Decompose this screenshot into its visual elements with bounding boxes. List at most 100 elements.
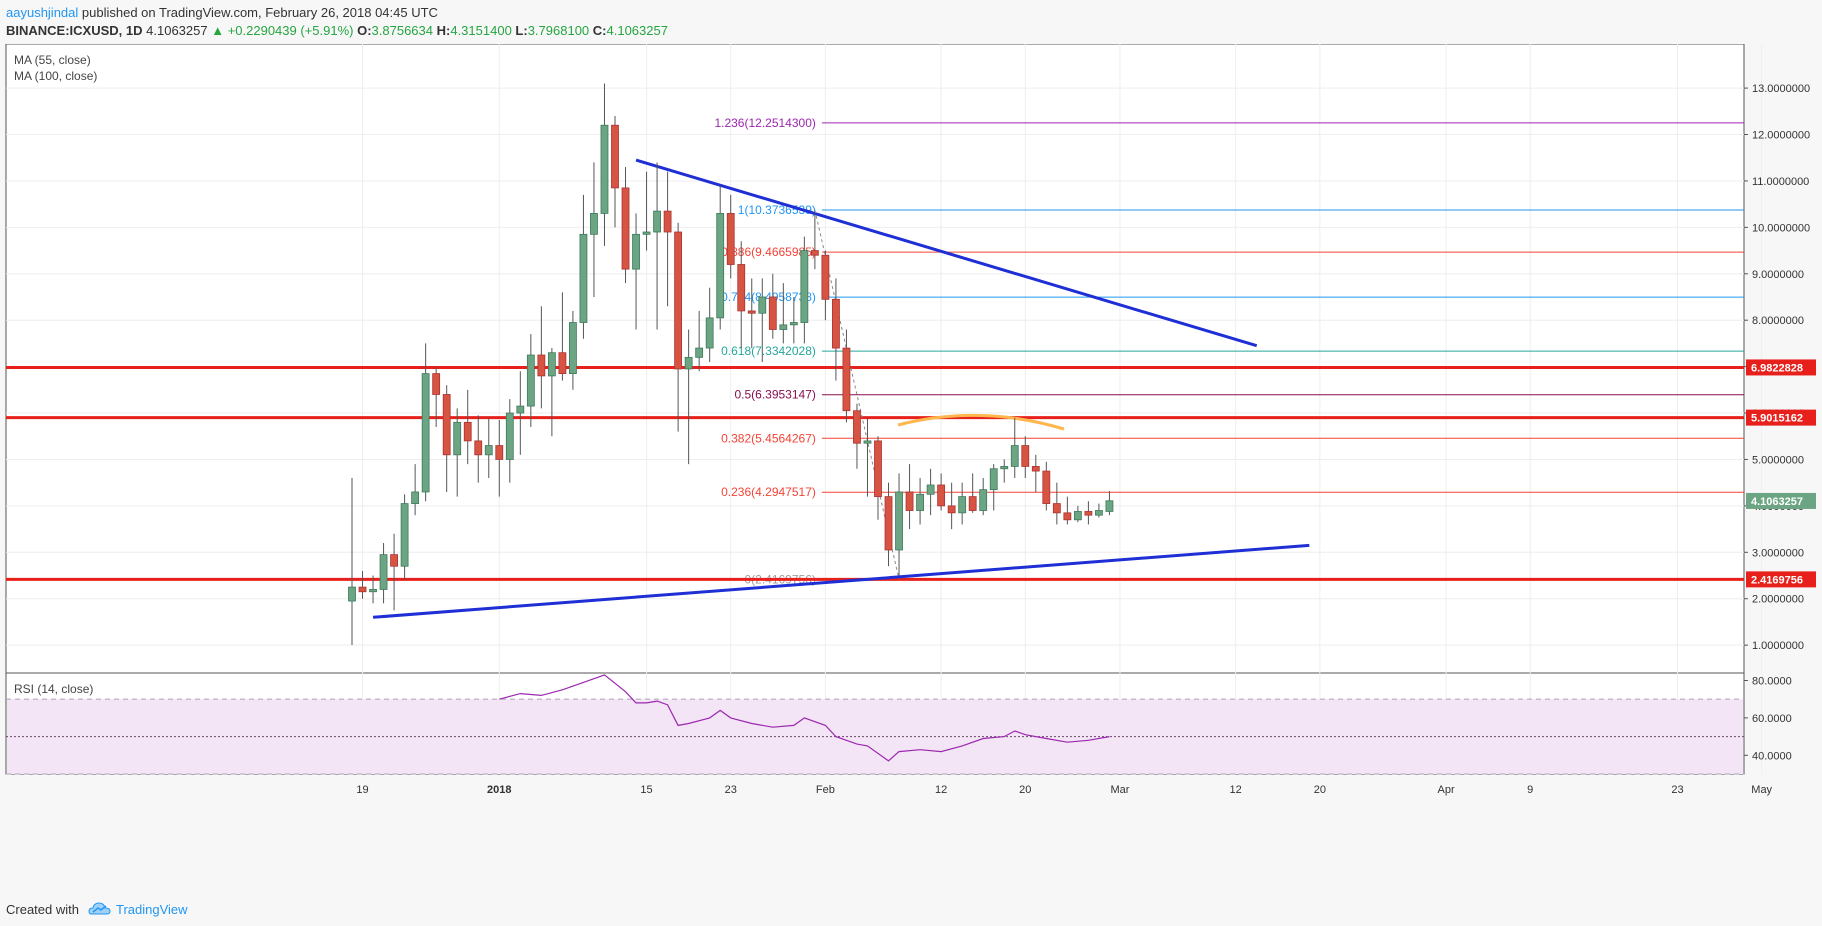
candle-body[interactable] [547, 352, 556, 377]
candle-body[interactable] [989, 468, 998, 491]
author-link[interactable]: aayushjindal [6, 5, 79, 20]
open-value: 3.8756634 [371, 23, 433, 38]
candle-body[interactable] [442, 394, 451, 456]
price-flag-label: 2.4169756 [1751, 574, 1803, 586]
price-tick-label: 10.0000000 [1752, 222, 1810, 234]
trendline[interactable] [635, 158, 1258, 348]
candle-body[interactable] [526, 354, 535, 407]
candle-body[interactable] [884, 496, 893, 551]
candle-body[interactable] [674, 231, 683, 370]
candle-body[interactable] [916, 493, 924, 511]
candle-body[interactable] [895, 491, 903, 551]
candle-body[interactable] [716, 213, 725, 319]
candle-body[interactable] [1042, 470, 1051, 504]
candle-body[interactable] [537, 354, 546, 377]
fib-level-label: 0.618(7.3342028) [721, 344, 816, 358]
candle-body[interactable] [810, 250, 819, 256]
trendlines[interactable] [372, 158, 1310, 619]
candle-body[interactable] [1052, 503, 1061, 514]
candle-body[interactable] [1031, 466, 1040, 472]
candle-body[interactable] [358, 586, 367, 593]
rsi-tick-label: 60.0000 [1752, 713, 1792, 725]
candle-body[interactable] [621, 187, 630, 270]
candle-body[interactable] [379, 554, 388, 590]
candle-body[interactable] [853, 410, 861, 444]
candle-body[interactable] [505, 412, 514, 460]
price-tick-label: 12.0000000 [1752, 130, 1810, 142]
candle-body[interactable] [947, 505, 956, 514]
candle-body[interactable] [1021, 445, 1030, 467]
price-chart[interactable]: 1.236(12.2514300)1(10.3736539)0.886(9.46… [0, 44, 1822, 896]
candle-body[interactable] [874, 440, 882, 498]
candle-body[interactable] [558, 352, 567, 374]
candle-body[interactable] [1073, 511, 1082, 521]
candle-body[interactable] [695, 347, 704, 358]
candle-body[interactable] [958, 496, 967, 514]
candle-body[interactable] [1105, 500, 1114, 512]
candle-body[interactable] [600, 124, 609, 214]
time-tick-label: Apr [1438, 784, 1455, 796]
candle-body[interactable] [800, 250, 809, 323]
candle-body[interactable] [705, 317, 714, 349]
candle-body[interactable] [400, 503, 409, 567]
candle-body[interactable] [684, 356, 693, 370]
candle-body[interactable] [421, 373, 430, 493]
ma55-legend: MA (55, close) [14, 53, 91, 67]
symbol-name[interactable]: BINANCE:ICXUSD, 1D [6, 23, 143, 38]
time-tick-label: 9 [1527, 784, 1533, 796]
low-value: 3.7968100 [527, 23, 590, 38]
candle-body[interactable] [463, 421, 472, 442]
candle-body[interactable] [758, 296, 767, 314]
candle-body[interactable] [979, 489, 988, 511]
trendline[interactable] [372, 543, 1310, 619]
candle-body[interactable] [484, 445, 493, 456]
close-label: C: [592, 23, 607, 38]
candle-body[interactable] [747, 310, 756, 314]
price-flag-label: 5.9015162 [1751, 413, 1803, 425]
candle-body[interactable] [495, 445, 504, 460]
candle-body[interactable] [642, 231, 651, 235]
candle-body[interactable] [968, 496, 977, 511]
candle-body[interactable] [779, 324, 788, 330]
candle-body[interactable] [1063, 512, 1072, 521]
candle-body[interactable] [1084, 511, 1093, 516]
candle-body[interactable] [842, 347, 851, 412]
price-change: ▲ +0.2290439 (+5.91%) [211, 23, 354, 38]
rsi-tick-label: 80.0000 [1752, 675, 1792, 687]
candle-body[interactable] [369, 589, 377, 593]
candle-body[interactable] [768, 296, 777, 330]
tradingview-link[interactable]: TradingView [116, 902, 188, 917]
candle-body[interactable] [516, 405, 525, 414]
candle-body[interactable] [590, 213, 598, 235]
candle-body[interactable] [1095, 510, 1103, 516]
time-tick-label: 20 [1314, 784, 1326, 796]
candle-body[interactable] [579, 233, 588, 323]
candle-body[interactable] [726, 213, 735, 265]
candle-body[interactable] [937, 484, 946, 507]
candle-body[interactable] [632, 233, 640, 270]
candle-body[interactable] [653, 210, 661, 233]
published-text: published on TradingView.com, February 2… [81, 5, 438, 20]
candle-body[interactable] [863, 440, 872, 444]
candle-body[interactable] [348, 586, 356, 602]
time-tick-label: 19 [356, 784, 368, 796]
candle-body[interactable] [663, 210, 672, 233]
candle-body[interactable] [926, 484, 935, 495]
candle-body[interactable] [432, 373, 441, 395]
candle-body[interactable] [411, 491, 420, 504]
candle-body[interactable] [737, 264, 746, 312]
time-axis[interactable]: 19 2018 15 23 Feb 12 20 Mar 12 20 Apr 9 23 May [356, 784, 1772, 796]
candle-body[interactable] [390, 554, 398, 567]
candle-body[interactable] [789, 322, 798, 326]
candlesticks[interactable] [348, 83, 1114, 646]
candle-body[interactable] [1010, 445, 1019, 467]
candle-body[interactable] [569, 322, 577, 374]
candle-body[interactable] [1000, 466, 1009, 470]
candle-body[interactable] [611, 124, 619, 189]
last-price: 4.1063257 [146, 23, 208, 38]
candle-body[interactable] [821, 254, 830, 300]
candle-body[interactable] [453, 421, 462, 456]
candle-body[interactable] [832, 298, 840, 349]
candle-body[interactable] [474, 440, 483, 456]
candle-body[interactable] [905, 491, 914, 511]
